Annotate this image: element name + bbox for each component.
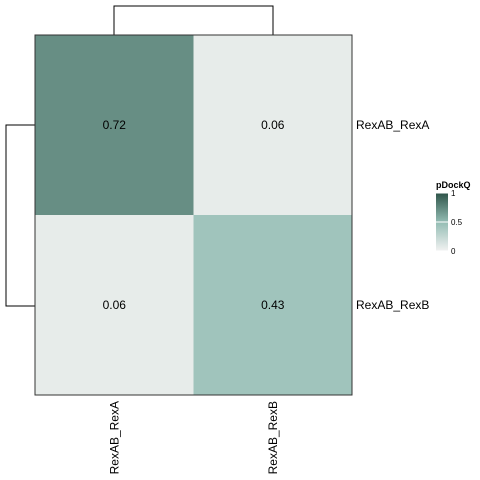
legend-ticks: 00.51 [436, 189, 463, 256]
column-dendrogram [113, 5, 274, 35]
heatmap-cell [193, 35, 352, 215]
column-dendrogram-link [113, 5, 274, 35]
row-label: RexAB_RexA [356, 118, 429, 132]
heatmap-cell-labels: 0.72 0.06 0.06 0.43 [103, 118, 285, 312]
color-legend: pDockQ 00.51 [436, 180, 471, 256]
heatmap-cell-value: 0.43 [261, 298, 285, 312]
heatmap-cell-value: 0.72 [103, 118, 127, 132]
row-dendrogram-link [5, 124, 35, 307]
column-labels: RexAB_RexA RexAB_RexB [107, 401, 280, 474]
legend-title: pDockQ [436, 180, 471, 190]
column-label: RexAB_RexA [107, 401, 121, 474]
heatmap-cells [35, 35, 352, 395]
heatmap-cell [35, 215, 194, 395]
legend-tick-label: 0 [451, 247, 456, 256]
row-label: RexAB_RexB [356, 298, 429, 312]
row-dendrogram [5, 124, 35, 307]
heatmap-cell [193, 215, 352, 395]
heatmap-cell-value: 0.06 [261, 118, 285, 132]
column-label: RexAB_RexB [266, 401, 280, 474]
heatmap-cell-value: 0.06 [103, 298, 127, 312]
legend-tick-label: 1 [451, 189, 456, 198]
legend-tick-label: 0.5 [451, 218, 463, 227]
heatmap-border [34, 34, 353, 396]
row-labels: RexAB_RexA RexAB_RexB [356, 118, 429, 312]
heatmap-cell [35, 35, 194, 215]
